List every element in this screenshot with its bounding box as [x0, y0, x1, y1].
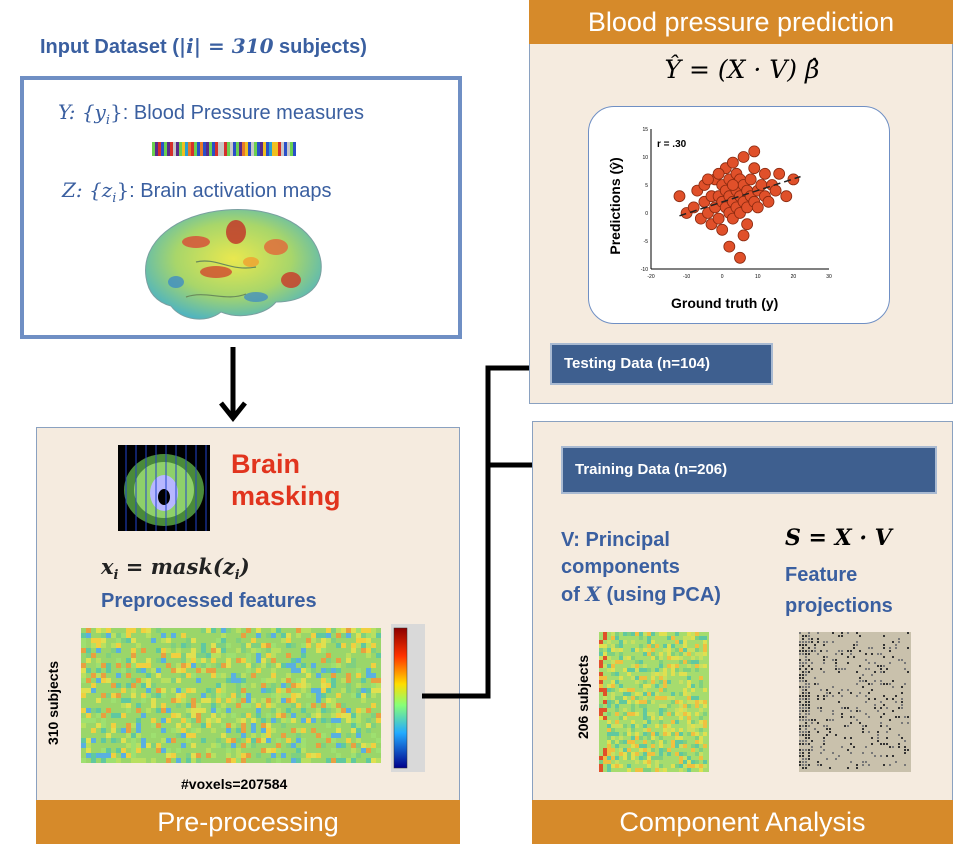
prediction-header: Blood pressure prediction [529, 0, 953, 44]
blood-pressure-barcode [152, 142, 296, 156]
scatter-point [737, 229, 750, 242]
subjects-axis-label: 310 subjects [45, 660, 61, 746]
y-tick-label: -10 [641, 267, 648, 273]
brain-mask-icon [118, 445, 210, 531]
scatter-point [769, 184, 782, 197]
component-footer: Component Analysis [532, 800, 953, 844]
y-tick-label: -5 [644, 239, 649, 245]
feature-projections-matrix [799, 632, 911, 772]
feature-matrix-heatmap [81, 628, 381, 763]
z-maps-label: Z: {zi}: Brain activation maps [62, 178, 332, 206]
x-tick-label: 10 [755, 274, 761, 280]
x-tick-label: -20 [647, 274, 654, 280]
scatter-point [751, 201, 764, 214]
chart-ylabel: Predictions (ŷ) [607, 157, 623, 255]
scatter-point [723, 240, 736, 253]
chart-r-value: r = .30 [657, 139, 687, 150]
scatter-point [762, 195, 775, 208]
principal-components-label: V: Principal components of X (using PCA) [561, 529, 721, 606]
colorbar [391, 624, 425, 772]
y-tick-label: 0 [645, 211, 648, 217]
pca-components-matrix [599, 632, 709, 772]
scatter-point [741, 218, 754, 231]
scatter-point [737, 151, 750, 163]
scatter-point [748, 162, 761, 175]
mask-formula: xi = mask(zi) [101, 554, 250, 584]
voxels-axis-label: #voxels=207584 [181, 776, 288, 792]
scatter-point [780, 190, 793, 203]
scatter-point [702, 173, 714, 186]
scatter-point [726, 179, 739, 191]
scatter-point [787, 173, 800, 186]
y-tick-label: 15 [642, 127, 648, 133]
brain-activation-icon [145, 209, 322, 320]
feature-projections-label: Feature projections [785, 564, 893, 617]
chart-xlabel: Ground truth (y) [671, 295, 779, 311]
projection-formula: S = X · V [785, 525, 892, 551]
brain-masking-label: Brain masking [231, 449, 341, 511]
prediction-panel: Ŷ = (X · V) β̂ -20 -10 0 10 20 30 -10 -5 0 5 10 15 … [529, 0, 953, 404]
input-dataset-box: Y: {yi}: Blood Pressure measures Z: {zi}… [20, 76, 462, 339]
scatter-axes [650, 129, 829, 270]
scatter-point [755, 179, 768, 191]
x-tick-label: -10 [683, 274, 690, 280]
y-tick-label: 5 [645, 183, 648, 189]
preprocessing-panel: Brain masking xi = mask(zi) Preprocessed… [36, 427, 460, 844]
x-tick-label: 20 [791, 274, 797, 280]
scatter-point [744, 173, 757, 186]
scatter-point [748, 145, 761, 158]
x-tick-label: 30 [826, 274, 832, 280]
training-subjects-axis-label: 206 subjects [575, 654, 591, 740]
component-panel: Training Data (n=206) V: Principal compo… [532, 421, 953, 844]
preprocessed-features-label: Preprocessed features [101, 590, 317, 612]
scatter-chart-box: -20 -10 0 10 20 30 -10 -5 0 5 10 15 r = .30 Predict… [588, 106, 890, 324]
training-data-bar: Training Data (n=206) [561, 446, 937, 494]
scatter-point [673, 190, 686, 203]
input-dataset-title: Input Dataset (|i| = 310 subjects) [40, 34, 367, 58]
scatter-point [712, 167, 725, 180]
testing-data-bar: Testing Data (n=104) [550, 343, 773, 385]
scatter-point [716, 223, 729, 236]
y-tick-label: 10 [642, 155, 648, 161]
scatter-point [759, 167, 771, 180]
prediction-formula: Ŷ = (X · V) β̂ [664, 55, 820, 84]
scatter-point [726, 156, 739, 169]
preprocessing-footer: Pre-processing [36, 800, 460, 844]
x-tick-label: 0 [721, 274, 724, 280]
scatter-point [773, 167, 786, 180]
y-measures-label: Y: {yi}: Blood Pressure measures [58, 100, 364, 128]
scatter-point [734, 251, 746, 264]
down-arrow-icon [219, 347, 247, 423]
scatter-point [712, 212, 725, 225]
